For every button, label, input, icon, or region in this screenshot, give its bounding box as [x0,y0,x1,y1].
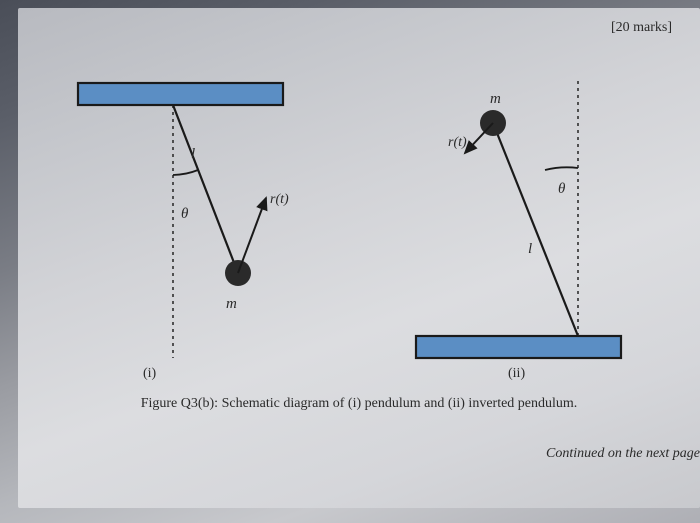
right-m-label: m [490,91,501,107]
right-support-bar [416,336,621,358]
right-rt-label: r(t) [448,135,467,150]
sublabel-i: (i) [143,366,156,382]
left-support-bar [78,83,283,105]
left-angle-arc [173,170,198,175]
left-rt-arrow [238,198,266,273]
continued-text: Continued on the next page [546,446,700,462]
left-m-label: m [226,296,237,312]
pendulum-diagrams: l θ r(t) m m r(t) θ l [18,38,700,358]
right-rt-arrow [465,123,493,153]
diagram-svg: l θ r(t) m m r(t) θ l [18,38,700,378]
left-rt-label: r(t) [270,192,289,207]
figure-caption: Figure Q3(b): Schematic diagram of (i) p… [18,396,700,412]
left-l-label: l [191,146,195,162]
left-theta-label: θ [181,206,189,222]
right-l-label: l [528,241,532,257]
right-rod [493,123,578,336]
sublabel-ii: (ii) [508,366,525,382]
right-angle-arc [545,167,578,170]
marks-label: [20 marks] [611,20,672,36]
right-theta-label: θ [558,181,566,197]
left-rod [173,105,238,273]
